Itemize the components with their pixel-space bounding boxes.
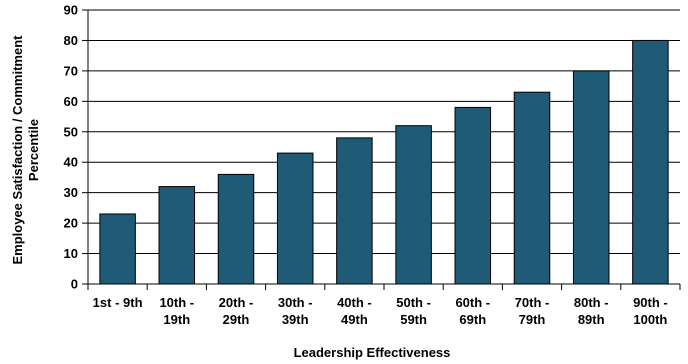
x-tick-label: 69th (459, 312, 486, 327)
x-tick-label: 39th (282, 312, 309, 327)
y-tick-label: 50 (64, 124, 78, 139)
y-axis-title: Employee Satisfaction / Commitment Perce… (10, 35, 41, 265)
x-tick-label: 29th (223, 312, 250, 327)
y-tick-labels: 0 10 20 30 40 50 60 70 80 90 (64, 3, 78, 292)
y-tick-label: 0 (71, 277, 78, 292)
x-tick-label: 60th - (455, 295, 490, 310)
x-tick-label: 49th (341, 312, 368, 327)
x-tick-label: 90th - (633, 295, 668, 310)
y-axis-title-line-1: Employee Satisfaction / Commitment (10, 35, 25, 265)
y-tick-label: 10 (64, 246, 78, 261)
x-tick-label: 20th - (219, 295, 254, 310)
bar (99, 213, 136, 285)
bar (395, 125, 432, 285)
y-tick-label: 90 (64, 3, 78, 18)
bar (632, 39, 669, 285)
y-tick-label: 30 (64, 185, 78, 200)
bar (454, 106, 492, 285)
bar (158, 186, 196, 285)
x-tick-label: 10th - (159, 295, 194, 310)
y-axis-title-line-2: Percentile (26, 119, 41, 181)
y-tick-label: 70 (64, 63, 78, 78)
axes (82, 9, 681, 290)
x-tick-label: 1st - 9th (93, 295, 143, 310)
x-tick-label: 40th - (337, 295, 372, 310)
bar (513, 91, 551, 285)
y-tick-label: 60 (64, 94, 78, 109)
bar (217, 173, 255, 285)
y-tick-label: 20 (64, 216, 78, 231)
x-tick-label: 80th - (574, 295, 609, 310)
x-tick-labels: 1st - 9th 10th - 19th 20th - 29th 30th - 39th 4… (93, 295, 668, 327)
y-tick-label: 40 (64, 155, 78, 170)
x-tick-label: 79th (519, 312, 546, 327)
x-tick-label: 70th - (515, 295, 550, 310)
x-axis-title: Leadership Effectiveness (294, 345, 451, 360)
x-tick-label: 89th (578, 312, 605, 327)
bar (276, 152, 314, 285)
x-tick-label: 59th (400, 312, 427, 327)
x-tick-label: 30th - (278, 295, 313, 310)
x-tick-label: 50th - (396, 295, 431, 310)
bar (336, 137, 373, 285)
x-tick-label: 100th (633, 312, 667, 327)
bar (572, 70, 610, 285)
x-tick-label: 19th (163, 312, 190, 327)
y-tick-label: 80 (64, 33, 78, 48)
bars (99, 39, 669, 285)
